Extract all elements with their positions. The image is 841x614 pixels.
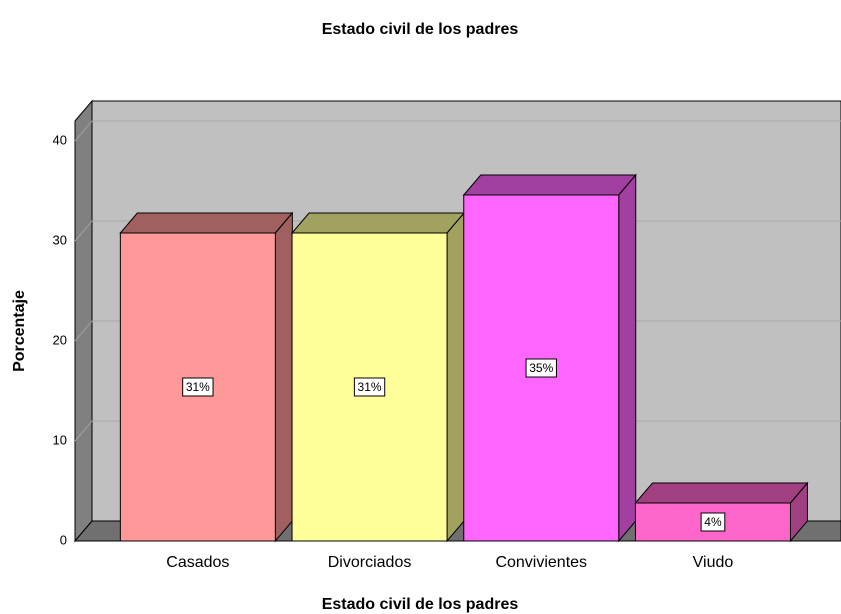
value-label-box [700, 512, 726, 532]
x-tick-label: Casados [166, 554, 229, 571]
grid-line [74, 120, 93, 142]
bar-top [119, 212, 294, 234]
bar-top [634, 482, 809, 504]
bar-top [290, 212, 466, 234]
left-wall [74, 99, 93, 543]
grid-line [74, 220, 93, 242]
chart-title: Estado civil de los padres [322, 21, 519, 38]
y-axis-label: Porcentaje [11, 290, 28, 372]
value-label: 31% [186, 380, 210, 394]
y-tick-label: 30 [53, 232, 67, 247]
y-tick-label: 10 [53, 432, 67, 447]
x-tick-label: Divorciados [328, 554, 412, 571]
bar-side [618, 173, 637, 543]
x-tick-label: Convivientes [495, 554, 587, 571]
bar-side [446, 211, 465, 543]
value-label-box [525, 358, 557, 378]
y-tick-label: 20 [53, 332, 67, 347]
grid-line [74, 420, 93, 442]
value-label-box [353, 377, 386, 397]
value-label: 35% [529, 361, 553, 375]
y-tick-label: 0 [60, 532, 67, 547]
x-axis-label: Estado civil de los padres [322, 596, 519, 613]
bar-top [462, 174, 637, 196]
value-label: 4% [704, 515, 722, 529]
value-label-box [182, 377, 214, 397]
value-label: 31% [358, 380, 382, 394]
bar-side [274, 211, 293, 543]
y-tick-label: 40 [53, 132, 67, 147]
grid-line [74, 320, 93, 342]
x-tick-label: Viudo [693, 554, 734, 571]
